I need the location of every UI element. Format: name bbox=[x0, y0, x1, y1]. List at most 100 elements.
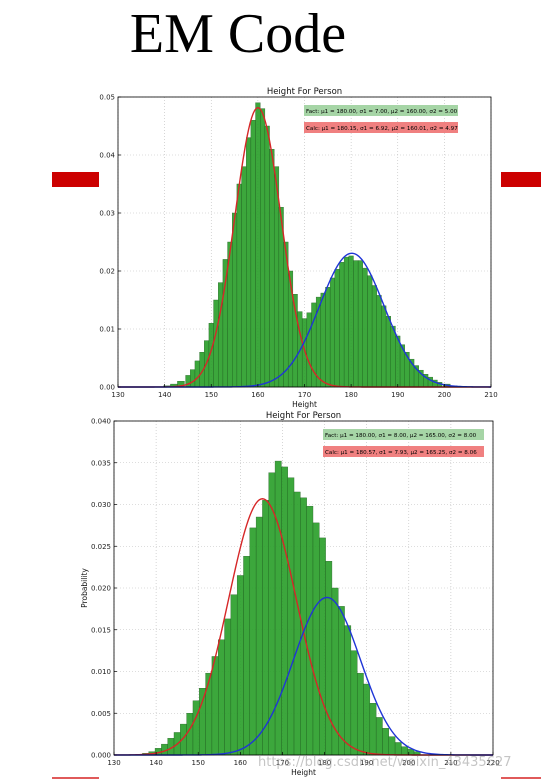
histogram-bar bbox=[269, 148, 275, 388]
y-tick-label: 0.01 bbox=[99, 326, 115, 334]
x-tick-label: 170 bbox=[298, 391, 311, 399]
histogram-bar bbox=[357, 260, 363, 388]
histogram-bar bbox=[356, 672, 364, 756]
calc-legend-text: Calc: μ1 = 180.15, σ1 = 6.92, μ2 = 160.0… bbox=[306, 126, 458, 132]
histogram-bar bbox=[222, 259, 228, 388]
y-tick-label: 0.02 bbox=[99, 268, 115, 276]
histogram-bar bbox=[255, 102, 261, 388]
chart-top: 130 140 150 160 170 180 190 200 210 0.00 0.01 0.02 0… bbox=[99, 87, 497, 409]
histogram-bar bbox=[312, 522, 320, 756]
histogram-bar bbox=[186, 713, 194, 756]
histogram-bar bbox=[350, 650, 358, 756]
histogram-bar bbox=[395, 335, 401, 388]
calc-legend-box bbox=[304, 122, 458, 133]
histogram-bar bbox=[353, 260, 359, 388]
histogram-bar bbox=[246, 137, 252, 388]
x-tick-label: 190 bbox=[360, 759, 373, 767]
x-axis-label: Height bbox=[292, 400, 317, 409]
histogram-bar bbox=[319, 537, 326, 756]
x-tick-label: 210 bbox=[444, 759, 457, 767]
fact-legend-box bbox=[323, 429, 484, 440]
y-tick-label: 0.005 bbox=[91, 710, 111, 718]
x-tick-label: 200 bbox=[438, 391, 451, 399]
histogram-bar bbox=[190, 369, 196, 388]
histogram-bar bbox=[394, 742, 402, 756]
histogram-bar bbox=[255, 516, 263, 756]
histogram-bar bbox=[329, 277, 336, 388]
x-tick-label: 150 bbox=[192, 759, 205, 767]
footer-line-left bbox=[52, 777, 99, 779]
histogram-bar bbox=[236, 575, 244, 756]
histogram-bar bbox=[325, 561, 333, 756]
histogram-bar bbox=[343, 256, 349, 388]
histogram-bar bbox=[194, 360, 200, 388]
histogram-bar bbox=[224, 618, 232, 756]
histogram-bar bbox=[325, 287, 331, 388]
x-tick-label: 210 bbox=[484, 391, 497, 399]
y-tick-label: 0.035 bbox=[91, 459, 111, 467]
histogram-bar bbox=[369, 703, 377, 756]
histogram-bar bbox=[205, 672, 213, 756]
histogram-bar bbox=[211, 656, 219, 756]
histogram-bar bbox=[367, 275, 373, 388]
x-tick-label: 160 bbox=[234, 759, 247, 767]
histogram-bar bbox=[249, 527, 257, 756]
y-tick-label: 0.03 bbox=[99, 210, 115, 218]
y-tick-label: 0.05 bbox=[99, 94, 115, 102]
y-tick-label: 0.030 bbox=[91, 501, 111, 509]
y-axis-label: Probability bbox=[80, 568, 89, 608]
histogram-bar bbox=[390, 325, 396, 388]
y-tick-label: 0.040 bbox=[91, 418, 111, 426]
y-tick-label: 0.04 bbox=[99, 152, 115, 160]
histogram-bar bbox=[262, 500, 269, 756]
fact-legend-box bbox=[304, 105, 458, 116]
x-tick-label: 130 bbox=[111, 391, 124, 399]
x-tick-label: 150 bbox=[205, 391, 218, 399]
histogram-bar bbox=[306, 505, 314, 756]
histogram-bar bbox=[293, 491, 301, 756]
x-tick-label: 180 bbox=[318, 759, 331, 767]
histogram-bar bbox=[218, 639, 225, 756]
histogram-bar bbox=[382, 728, 389, 756]
slide-title: EM Code bbox=[129, 3, 347, 65]
chart-title: Height For Person bbox=[266, 411, 341, 421]
chart-bottom: 130 140 150 160 170 180 190 200 210 220 0.000 0.005… bbox=[80, 411, 500, 777]
y-tick-label: 0.025 bbox=[91, 543, 111, 551]
chart-title: Height For Person bbox=[267, 87, 342, 97]
histogram-bar bbox=[306, 312, 312, 388]
histogram-bar bbox=[344, 625, 352, 756]
watermark: https://blog.csdn.net/weixin_43435627 bbox=[258, 755, 512, 770]
y-tick-label: 0.015 bbox=[91, 626, 111, 634]
x-tick-label: 180 bbox=[344, 391, 357, 399]
x-axis-label: Height bbox=[291, 768, 316, 777]
x-tick-label: 220 bbox=[486, 759, 499, 767]
histogram-bar bbox=[371, 285, 377, 388]
y-tick-label: 0.020 bbox=[91, 585, 111, 593]
histogram-bar bbox=[243, 556, 251, 756]
histogram-bar bbox=[385, 316, 391, 388]
histogram-bar bbox=[287, 270, 294, 388]
y-tick-label: 0.00 bbox=[99, 384, 115, 392]
x-tick-label: 170 bbox=[276, 759, 289, 767]
histogram-bar bbox=[338, 606, 345, 756]
histogram-bar bbox=[320, 292, 326, 388]
accent-bar-right bbox=[501, 172, 541, 187]
x-tick-label: 140 bbox=[149, 759, 162, 767]
histogram-bar bbox=[274, 460, 282, 756]
histogram-bar bbox=[401, 746, 408, 756]
histogram-bar bbox=[236, 183, 242, 388]
histogram-bar bbox=[339, 262, 345, 388]
histogram-bar bbox=[241, 166, 247, 388]
histogram-bar bbox=[363, 683, 371, 756]
histogram-bar bbox=[199, 688, 206, 756]
y-tick-label: 0.000 bbox=[91, 752, 111, 760]
x-tick-label: 200 bbox=[402, 759, 415, 767]
calc-legend-text: Calc: μ1 = 180.57, σ1 = 7.93, μ2 = 165.2… bbox=[325, 450, 477, 456]
histogram-bar bbox=[250, 120, 256, 388]
footer-line-right bbox=[501, 777, 541, 779]
histogram-bar bbox=[264, 125, 270, 388]
histogram-bar bbox=[376, 295, 382, 388]
y-tick-label: 0.010 bbox=[91, 668, 111, 676]
histogram-bar bbox=[260, 108, 266, 388]
histogram-bar bbox=[213, 299, 219, 388]
